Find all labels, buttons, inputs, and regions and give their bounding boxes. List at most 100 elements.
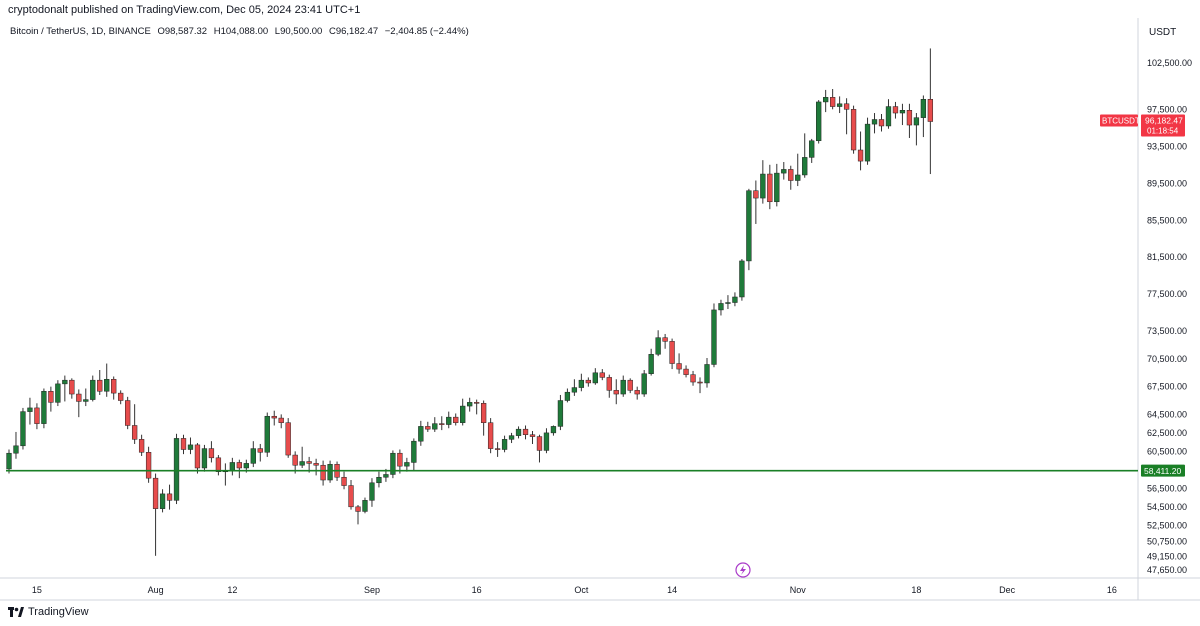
candle-body[interactable] [131,425,138,440]
candle-body[interactable] [6,452,12,470]
candle-body[interactable] [411,440,417,463]
candle-body[interactable] [383,474,389,478]
candle-body[interactable] [913,117,920,126]
candle-body[interactable] [676,363,682,370]
candle-body[interactable] [397,452,403,467]
tradingview-logo[interactable]: TradingView [8,606,89,618]
candle-body[interactable] [229,462,236,472]
candle-body[interactable] [111,379,117,394]
candle-body[interactable] [864,123,871,162]
candle-body[interactable] [704,364,710,384]
candle-body[interactable] [13,445,19,454]
candle-body[interactable] [41,391,47,424]
candle-body[interactable] [376,476,382,484]
candle-body[interactable] [732,296,738,303]
candle-body[interactable] [187,444,194,450]
candle-body[interactable] [474,402,480,404]
candle-body[interactable] [571,387,578,393]
candle-body[interactable] [285,422,291,456]
candle-body[interactable] [166,493,173,501]
candle-body[interactable] [606,377,612,391]
candle-body[interactable] [292,454,298,466]
candle-body[interactable] [250,448,256,464]
candle-body[interactable] [788,169,794,181]
candle-body[interactable] [460,405,466,423]
candle-body[interactable] [125,400,131,426]
candle-body[interactable] [564,391,571,401]
candle-body[interactable] [899,110,906,114]
candle-body[interactable] [823,97,829,103]
candle-body[interactable] [201,448,208,469]
candle-body[interactable] [599,372,605,378]
candle-body[interactable] [892,106,899,114]
candle-body[interactable] [627,379,633,391]
candle-body[interactable] [850,109,857,151]
candle-body[interactable] [69,379,75,395]
candle-body[interactable] [446,416,452,425]
candle-body[interactable] [362,500,368,512]
candle-body[interactable] [543,432,550,451]
candle-body[interactable] [390,452,396,475]
candle-body[interactable] [236,462,242,469]
candle-body[interactable] [529,434,536,437]
candle-body[interactable] [55,383,61,403]
candle-body[interactable] [802,157,808,176]
candle-body[interactable] [138,439,145,453]
candle-body[interactable] [878,119,885,127]
candle-body[interactable] [480,403,487,423]
candle-body[interactable] [278,417,284,423]
candle-body[interactable] [843,103,850,110]
candle-body[interactable] [781,169,787,174]
candle-body[interactable] [62,379,68,385]
candle-body[interactable] [432,423,438,430]
candle-body[interactable] [90,379,96,400]
candle-body[interactable] [467,402,473,407]
candle-body[interactable] [690,374,696,383]
candle-body[interactable] [83,399,89,402]
candle-body[interactable] [320,464,326,481]
candle-body[interactable] [369,482,375,501]
candle-body[interactable] [760,173,766,199]
candle-body[interactable] [180,438,187,450]
candle-body[interactable] [522,428,529,435]
candle-body[interactable] [264,415,270,453]
candle-body[interactable] [104,379,110,392]
candle-body[interactable] [906,110,913,126]
candle-body[interactable] [194,444,201,469]
candle-body[interactable] [299,461,305,466]
candle-body[interactable] [613,390,619,395]
candle-body[interactable] [683,368,689,375]
candle-body[interactable] [536,436,543,451]
candle-body[interactable] [885,106,892,127]
candle-body[interactable] [34,407,40,424]
candle-body[interactable] [173,438,180,501]
candle-body[interactable] [159,493,166,509]
candle-body[interactable] [243,463,249,469]
candle-body[interactable] [697,381,703,384]
candle-body[interactable] [711,309,717,365]
candle-body[interactable] [145,452,152,479]
candle-body[interactable] [97,379,103,392]
candle-body[interactable] [774,172,780,203]
candle-body[interactable] [494,448,501,450]
symbol-name[interactable]: Bitcoin / TetherUS, 1D, BINANCE [10,26,151,37]
candle-body[interactable] [508,435,515,440]
candle-body[interactable] [871,119,878,125]
candle-body[interactable] [48,391,54,403]
candle-body[interactable] [487,422,494,449]
candle-body[interactable] [404,462,410,467]
candle-body[interactable] [767,173,773,203]
candle-body[interactable] [348,485,354,508]
candle-body[interactable] [418,426,424,442]
candle-body[interactable] [725,302,731,304]
candle-body[interactable] [425,426,431,430]
candle-body[interactable] [208,448,215,459]
candle-body[interactable] [76,393,82,402]
candle-body[interactable] [118,392,124,401]
candle-body[interactable] [501,439,508,450]
candle-body[interactable] [257,448,263,453]
candle-body[interactable] [327,464,333,481]
candle-body[interactable] [829,97,836,107]
candle-body[interactable] [920,99,927,118]
